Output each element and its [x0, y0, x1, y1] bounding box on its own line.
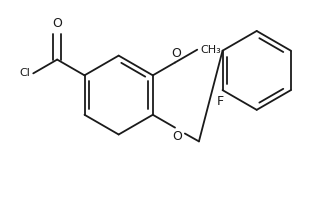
- Text: O: O: [172, 129, 182, 143]
- Text: O: O: [52, 17, 62, 30]
- Text: Cl: Cl: [19, 68, 30, 78]
- Text: O: O: [171, 47, 181, 60]
- Text: F: F: [217, 95, 224, 108]
- Text: CH₃: CH₃: [200, 45, 221, 55]
